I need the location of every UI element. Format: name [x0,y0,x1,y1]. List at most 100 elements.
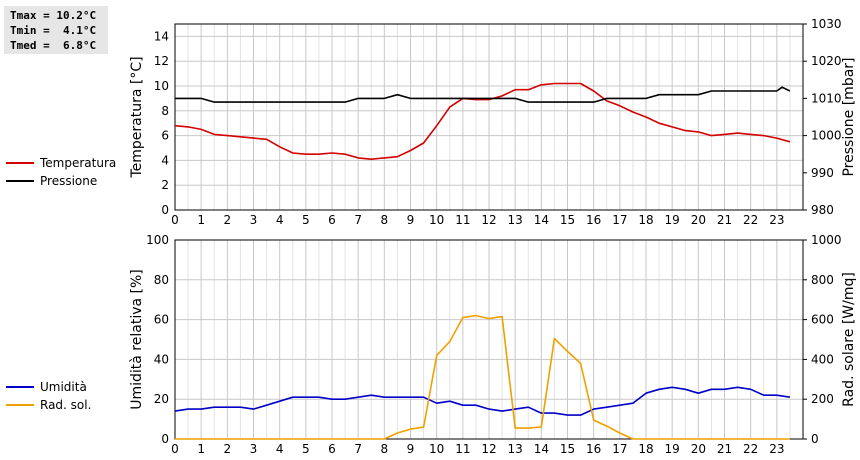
bottom-y-tick-label: 100 [146,233,169,247]
series-line-rad-sol [175,314,790,440]
top-x-tick-label: 22 [743,213,758,227]
series-line-umidit [174,386,791,416]
top-x-tick-label: 7 [354,213,362,227]
top-x-tick-label: 14 [534,213,549,227]
top-x-tick-label: 8 [381,213,389,227]
top-x-tick-label: 11 [455,213,470,227]
legend-item-pressione: Pressione [6,172,116,190]
legend-label-rad-sol: Rad. sol. [40,398,92,412]
top-y-right-tick-label: 1020 [811,54,842,68]
legend-item-umidita: Umidità [6,378,91,396]
top-y-right-tick-label: 980 [811,203,834,217]
top-x-tick-label: 21 [717,213,732,227]
legend-swatch-pressione [6,180,34,182]
tmax-text: Tmax = 10.2°C [10,9,97,22]
legend-label-temperatura: Temperatura [40,156,117,170]
bottom-x-tick-label: 1 [197,442,205,456]
legend-item-temperatura: Temperatura [6,154,116,172]
bottom-x-tick-label: 12 [481,442,496,456]
bottom-x-tick-label: 3 [250,442,258,456]
stats-box: Tmax = 10.2°C Tmin = 4.1°C Tmed = 6.8°C [4,6,108,54]
bottom-x-tick-label: 14 [534,442,549,456]
top-x-tick-label: 9 [407,213,415,227]
bottom-x-tick-label: 16 [586,442,601,456]
legend-label-pressione: Pressione [40,174,98,188]
top-y-tick-label: 14 [154,29,169,43]
bottom-y-tick-label: 20 [154,392,169,406]
bottom-x-tick-label: 11 [455,442,470,456]
legend-swatch-temperatura [6,162,34,164]
top-x-tick-label: 20 [691,213,706,227]
top-y-right-axis-label: Pressione [mbar] [841,57,857,176]
legend-bottom: Umidità Rad. sol. [6,378,91,414]
bottom-y-tick-label: 60 [154,313,169,327]
top-x-tick-label: 2 [224,213,232,227]
top-y-tick-label: 2 [161,178,169,192]
top-x-tick-label: 23 [769,213,784,227]
legend-top: Temperatura Pressione [6,154,116,190]
bottom-x-tick-label: 9 [407,442,415,456]
tmin-text: Tmin = 4.1°C [10,24,97,37]
legend-swatch-umidita [6,386,34,388]
top-x-tick-label: 19 [665,213,680,227]
bottom-x-tick-label: 20 [691,442,706,456]
bottom-x-tick-label: 0 [171,442,179,456]
bottom-x-tick-label: 10 [429,442,444,456]
bottom-y-right-tick-label: 200 [811,392,834,406]
top-y-tick-label: 12 [154,54,169,68]
top-x-tick-label: 12 [481,213,496,227]
bottom-x-tick-label: 15 [560,442,575,456]
bottom-y-right-axis-label: Rad. solare [W/mq] [841,272,857,407]
bottom-y-right-tick-label: 0 [811,432,819,446]
top-x-tick-label: 4 [276,213,284,227]
top-x-tick-label: 6 [328,213,336,227]
legend-label-umidita: Umidità [40,380,87,394]
bottom-y-right-tick-label: 600 [811,313,834,327]
bottom-y-tick-label: 40 [154,352,169,366]
top-y-right-tick-label: 1030 [811,17,842,31]
bottom-x-tick-label: 5 [302,442,310,456]
tmed-text: Tmed = 6.8°C [10,39,97,52]
bottom-y-tick-label: 0 [161,432,169,446]
bottom-x-tick-label: 17 [612,442,627,456]
top-x-tick-label: 5 [302,213,310,227]
series-line-temperatura [174,82,791,160]
top-x-tick-label: 17 [612,213,627,227]
bottom-x-tick-label: 13 [508,442,523,456]
bottom-y-right-tick-label: 800 [811,273,834,287]
top-y-right-tick-label: 990 [811,166,834,180]
top-y-axis-label: Temperatura [°C] [129,56,145,178]
bottom-plot-frame [174,239,804,440]
top-y-right-tick-label: 1000 [811,129,842,143]
top-x-tick-label: 13 [508,213,523,227]
bottom-y-right-tick-label: 400 [811,352,834,366]
top-x-tick-label: 15 [560,213,575,227]
top-y-tick-label: 4 [161,153,169,167]
top-x-tick-label: 3 [250,213,258,227]
bottom-x-tick-label: 22 [743,442,758,456]
bottom-y-tick-label: 80 [154,273,169,287]
top-plot-frame [174,23,804,211]
top-y-tick-label: 6 [161,129,169,143]
bottom-x-tick-label: 23 [769,442,784,456]
top-x-tick-label: 18 [638,213,653,227]
top-x-tick-label: 0 [171,213,179,227]
top-x-tick-label: 10 [429,213,444,227]
bottom-x-tick-label: 19 [665,442,680,456]
top-y-tick-label: 0 [161,203,169,217]
legend-swatch-rad-sol [6,404,34,406]
bottom-x-tick-label: 21 [717,442,732,456]
bottom-x-tick-label: 2 [224,442,232,456]
top-y-tick-label: 10 [154,79,169,93]
bottom-x-tick-label: 7 [354,442,362,456]
bottom-x-tick-label: 4 [276,442,284,456]
top-x-tick-label: 16 [586,213,601,227]
bottom-y-right-tick-label: 1000 [811,233,842,247]
top-y-tick-label: 8 [161,104,169,118]
bottom-y-axis-label: Umidità relativa [%] [129,269,145,410]
bottom-x-tick-label: 6 [328,442,336,456]
bottom-x-tick-label: 8 [381,442,389,456]
bottom-x-tick-label: 18 [638,442,653,456]
top-y-right-tick-label: 1010 [811,91,842,105]
